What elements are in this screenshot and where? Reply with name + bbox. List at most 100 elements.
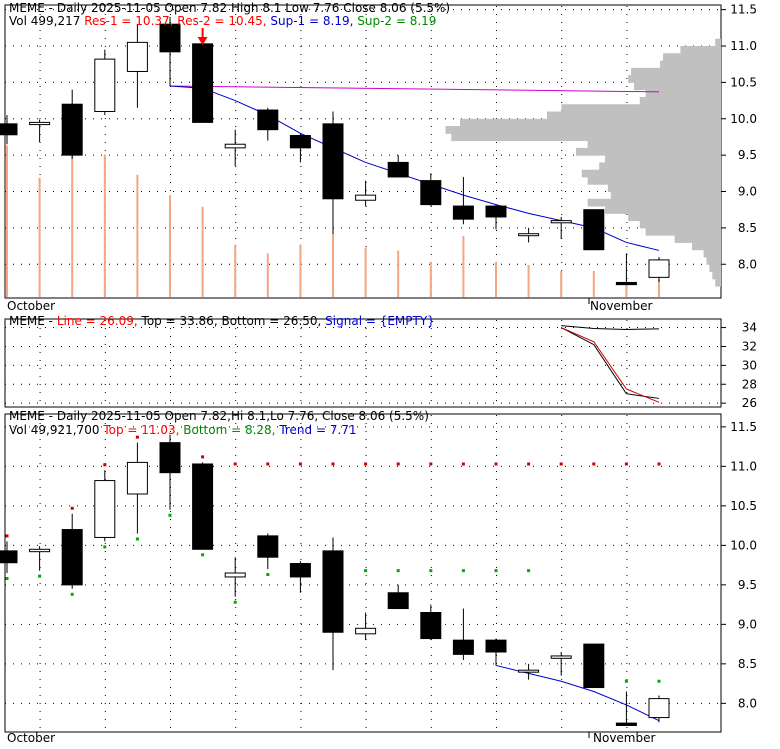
volume-bar-5: [169, 195, 171, 297]
top-dot-0: [233, 462, 237, 466]
candle-body-7: [224, 572, 246, 578]
y-tick-label-2: 9.0: [738, 617, 757, 631]
volume-bar-2: [71, 145, 74, 297]
candle-body-12: [387, 161, 409, 178]
candle-body-4: [126, 41, 148, 72]
top-label-2: Top = 11.03,: [102, 423, 179, 437]
volume-bar-10: [332, 232, 334, 297]
y-tick-label-0: 8.0: [738, 257, 757, 271]
candle-body-3: [94, 58, 116, 112]
y-tick-label-3: 9.5: [738, 578, 757, 592]
profile-bar-23: [605, 206, 721, 214]
candle-body-20: [648, 259, 670, 278]
signal-label: Signal = {EMPTY}: [325, 314, 435, 328]
trend-panel-frame: [4, 413, 722, 733]
profile-bar-18: [581, 169, 721, 178]
candle-body-3: [94, 480, 116, 538]
y-tick-label-4: 34: [742, 321, 757, 335]
sup2-label: Sup-2 = 8.19: [357, 14, 436, 28]
candle-body-13: [420, 612, 442, 640]
low-dot-6: [201, 553, 205, 557]
profile-bar-15: [576, 147, 721, 156]
candle-body-10: [322, 550, 344, 633]
x-label-november: November: [590, 299, 652, 313]
y-tick-label-6: 11.0: [730, 459, 757, 473]
res1-label: Res-1 = 10.37,: [84, 14, 173, 28]
line-label: Line = 26.09,: [57, 314, 138, 328]
low-dot-0: [5, 577, 9, 580]
profile-bar-11: [460, 118, 721, 127]
volume-bar-17: [560, 270, 563, 297]
profile-bar-30: [706, 256, 721, 265]
candle-body-5: [159, 442, 181, 474]
profile-bar-12: [445, 126, 721, 134]
candle-body-6: [192, 43, 214, 123]
candle-body-12: [387, 592, 409, 610]
top-dot-8: [494, 462, 498, 466]
candle-body-10: [322, 123, 344, 200]
volume-bar-8: [266, 253, 269, 297]
volume-bar-16: [527, 264, 530, 297]
candle-body-8: [257, 535, 279, 558]
profile-bar-16: [605, 155, 721, 163]
volume-bar-9: [299, 244, 302, 297]
profile-bar-31: [709, 264, 721, 273]
volume-bar-15: [495, 262, 497, 297]
support-line: [169, 85, 660, 251]
candle-body-18: [583, 209, 605, 251]
top-dot-9: [527, 462, 531, 466]
y-tick-label-7: 11.5: [730, 420, 757, 434]
top-dot-5: [396, 462, 400, 466]
y-tick-label-1: 28: [742, 377, 757, 391]
y-tick-label-4: 10.0: [730, 538, 757, 552]
candle-body-14: [452, 639, 474, 655]
candle-body-14: [452, 205, 474, 220]
volume-label: Vol 499,217: [9, 14, 80, 28]
volume-bar-19: [625, 282, 628, 297]
profile-bar-7: [645, 89, 721, 98]
y-tick-label-1: 8.5: [738, 221, 757, 235]
candle-body-0: [0, 123, 18, 136]
trend-dots: [5, 435, 661, 683]
arrow-marker: [197, 28, 208, 45]
volume-bar-0: [6, 145, 8, 297]
trend-label: Trend = 7.71: [278, 423, 356, 437]
profile-bar-21: [610, 191, 721, 200]
price-panel-title: MEME - Daily 2025-11-05 Open 7.82 High 8…: [9, 1, 450, 15]
top-dot-6: [429, 462, 433, 466]
indicator-panel-frame: [4, 318, 722, 408]
candle-body-0: [0, 550, 18, 564]
profile-bar-20: [607, 184, 721, 193]
low-dot-8: [266, 573, 270, 577]
volume-bar-7: [234, 244, 237, 297]
y-tick-label-4: 10.0: [730, 112, 757, 126]
trend-panel-title: MEME - Daily 2025-11-05 Open 7.82,Hi 8.1…: [9, 409, 429, 423]
bottom-dot-4: [494, 569, 498, 573]
candle-body-7: [224, 143, 246, 149]
candle-body-15: [485, 205, 507, 218]
top-dot-13: [657, 462, 661, 466]
profile-bar-5: [628, 75, 721, 83]
profile-bar-6: [634, 82, 721, 91]
volume-bar-14: [462, 235, 465, 297]
candle-body-16: [518, 669, 540, 673]
volume-bar-13: [429, 262, 432, 297]
profile-bar-13: [451, 133, 721, 142]
candle-body-4: [126, 461, 148, 495]
low-dot-4: [135, 537, 139, 541]
volume-bar-4: [136, 174, 139, 297]
profile-bar-10: [547, 111, 721, 120]
profile-bar-2: [663, 53, 721, 62]
candle-body-1: [29, 548, 51, 553]
high-dot-1: [70, 506, 74, 510]
bottom-dot-6: [624, 679, 628, 683]
profile-bar-17: [599, 162, 721, 171]
trend-panel-legend: Vol 49,921,700 Top = 11.03, Bottom = 8.2…: [9, 423, 357, 437]
profile-bar-26: [645, 227, 721, 236]
bottom-dot-3: [461, 569, 465, 573]
top-dot-2: [298, 462, 302, 466]
candle-body-9: [289, 134, 311, 149]
low-dot-3: [103, 545, 107, 549]
profile-bar-32: [712, 271, 721, 280]
y-tick-label-3: 32: [742, 339, 757, 353]
